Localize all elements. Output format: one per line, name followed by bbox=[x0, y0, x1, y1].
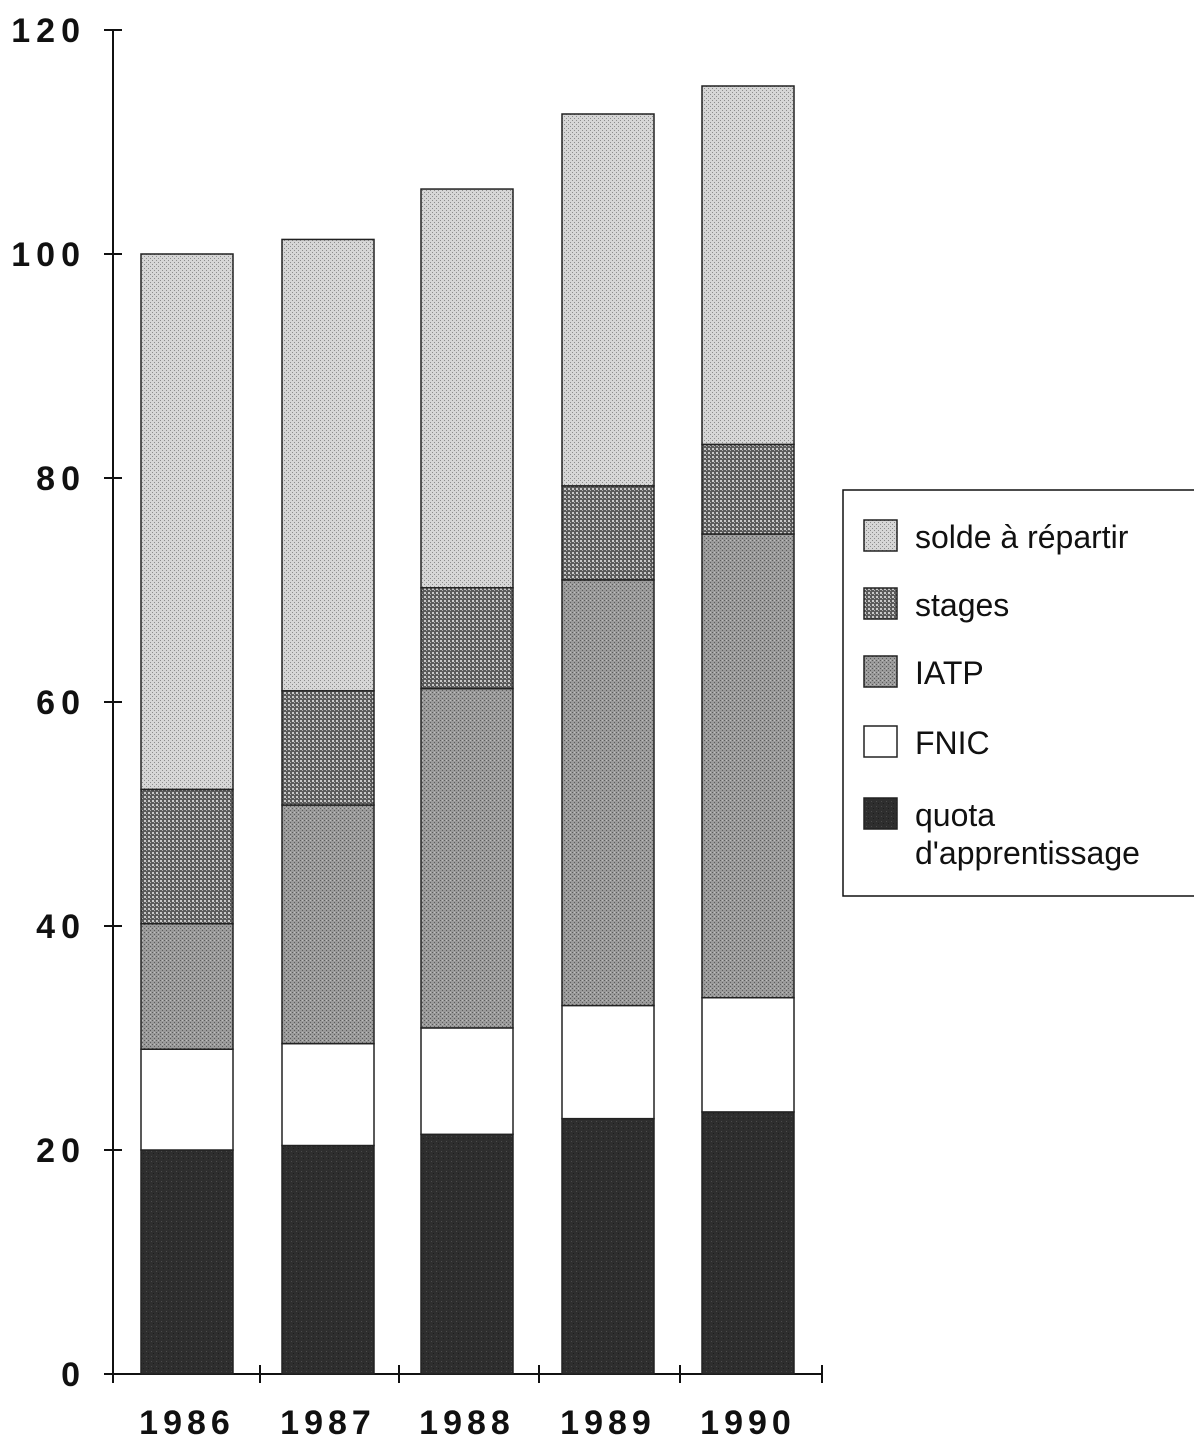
legend-label: d'apprentissage bbox=[915, 835, 1140, 871]
bar-segment bbox=[140, 788, 234, 925]
bar-segment bbox=[281, 804, 375, 1045]
bar-segment bbox=[561, 113, 655, 487]
y-axis: 0 20 40 60 80 100 120 bbox=[11, 12, 122, 1394]
y-tick-label: 100 bbox=[11, 236, 86, 274]
x-tick-label: 1988 bbox=[419, 1404, 515, 1441]
y-tick-label: 80 bbox=[36, 460, 86, 498]
legend-swatch bbox=[863, 519, 898, 552]
legend-label: stages bbox=[915, 587, 1009, 623]
bar-segment bbox=[701, 85, 795, 446]
bar-segment bbox=[140, 1149, 234, 1375]
bar-segment bbox=[281, 1144, 375, 1375]
bar-segment bbox=[281, 1042, 375, 1147]
legend-label: solde à répartir bbox=[915, 519, 1129, 555]
legend-swatch bbox=[863, 797, 898, 830]
bar-segment bbox=[140, 1048, 234, 1151]
bar-segment bbox=[561, 1117, 655, 1375]
x-tick-label: 1987 bbox=[280, 1404, 376, 1441]
bar-segment bbox=[420, 188, 514, 589]
legend-swatch bbox=[863, 587, 898, 620]
bar-segment bbox=[561, 579, 655, 1007]
x-tick-label: 1989 bbox=[560, 1404, 656, 1441]
legend-label: quota bbox=[915, 797, 995, 833]
bar-segment bbox=[701, 443, 795, 535]
bar-stack-1986 bbox=[140, 253, 234, 1375]
bar-segment bbox=[420, 587, 514, 690]
x-tick-label: 1990 bbox=[700, 1404, 796, 1441]
bar-segment bbox=[140, 923, 234, 1050]
bar-segment bbox=[420, 687, 514, 1029]
bar-stack-1988 bbox=[420, 188, 514, 1375]
bar-segment bbox=[281, 690, 375, 806]
bar-segment bbox=[701, 1111, 795, 1375]
bar-segment bbox=[701, 533, 795, 999]
bar-segment bbox=[420, 1133, 514, 1375]
bars-group bbox=[140, 85, 795, 1375]
bar-segment bbox=[701, 996, 795, 1113]
legend: solde à répartir stages IATP FNIC quotad'app… bbox=[842, 489, 1194, 897]
bar-segment bbox=[140, 253, 234, 791]
y-tick-label: 40 bbox=[36, 908, 86, 946]
legend-label: IATP bbox=[915, 655, 984, 691]
legend-swatch bbox=[863, 725, 898, 758]
bar-stack-1990 bbox=[701, 85, 795, 1375]
legend-box bbox=[842, 489, 1194, 897]
y-tick-label: 60 bbox=[36, 684, 86, 722]
bar-stack-1989 bbox=[561, 113, 655, 1375]
x-axis: 1986 1987 1988 1989 1990 bbox=[112, 1365, 823, 1441]
y-tick-label: 0 bbox=[61, 1356, 86, 1394]
legend-label: FNIC bbox=[915, 725, 990, 761]
bar-segment bbox=[420, 1027, 514, 1136]
bar-segment bbox=[561, 1004, 655, 1120]
bar-segment bbox=[561, 485, 655, 581]
legend-swatch bbox=[863, 655, 898, 688]
x-tick-label: 1986 bbox=[139, 1404, 235, 1441]
bar-segment bbox=[281, 238, 375, 692]
y-tick-label: 20 bbox=[36, 1132, 86, 1170]
bar-stack-1987 bbox=[281, 238, 375, 1375]
y-tick-label: 120 bbox=[11, 12, 86, 50]
